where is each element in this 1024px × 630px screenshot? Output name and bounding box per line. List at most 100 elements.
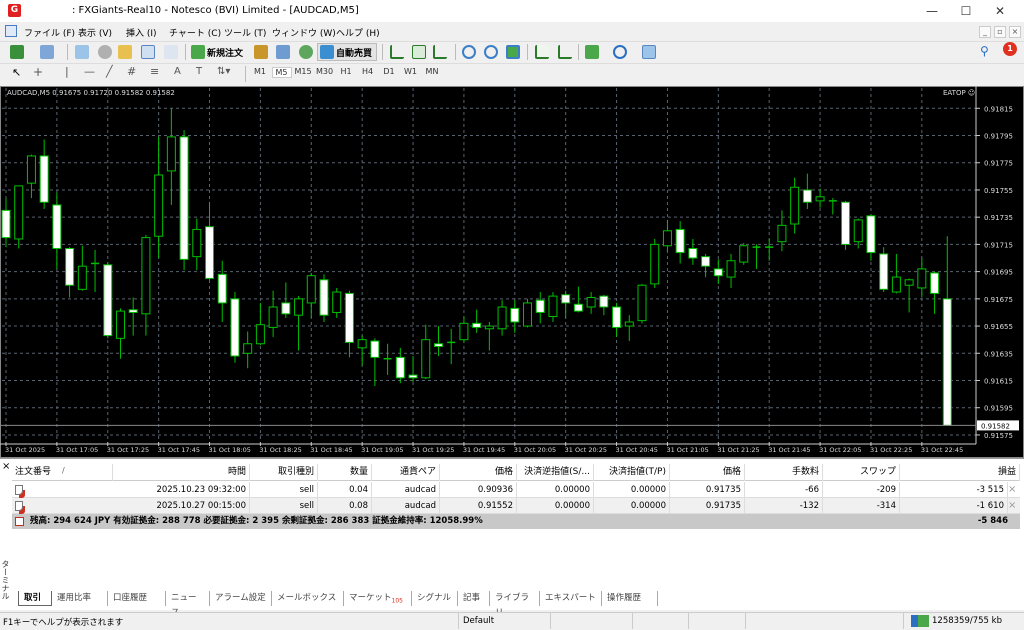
chart-shift-icon[interactable] bbox=[558, 45, 572, 59]
tab-label: アラーム設定 bbox=[215, 593, 266, 603]
terminal-tab[interactable]: 記事 bbox=[458, 591, 490, 606]
signals-icon[interactable] bbox=[299, 45, 313, 59]
text-label-icon[interactable]: T bbox=[196, 66, 203, 77]
profiles-icon[interactable] bbox=[40, 45, 54, 59]
column-header[interactable]: 取引種別 bbox=[250, 464, 318, 481]
equidistant-channel-icon[interactable]: # bbox=[127, 65, 137, 78]
trendline-icon[interactable]: ╱ bbox=[106, 65, 113, 78]
timeframe-m15[interactable]: M15 bbox=[294, 67, 312, 76]
column-header[interactable]: 手数料 bbox=[745, 464, 823, 481]
menu-chart[interactable]: チャート (C) bbox=[169, 29, 222, 39]
terminal-tab[interactable]: 操作履歴 bbox=[602, 591, 658, 606]
templates-icon[interactable] bbox=[642, 45, 656, 59]
terminal-tab[interactable]: シグナル bbox=[412, 591, 458, 606]
timeframe-m1[interactable]: M1 bbox=[254, 67, 266, 76]
maximize-button[interactable]: ☐ bbox=[960, 4, 972, 18]
timeframe-mn[interactable]: MN bbox=[425, 67, 439, 76]
column-header[interactable]: 時間 bbox=[113, 464, 250, 481]
horizontal-line-icon[interactable]: — bbox=[84, 65, 95, 78]
column-header[interactable]: 決済逆指値(S/... bbox=[517, 464, 594, 481]
terminal-tab[interactable]: ライブラリ bbox=[490, 591, 540, 618]
zoom-in-icon[interactable] bbox=[462, 45, 476, 59]
column-header[interactable]: 損益 bbox=[900, 464, 1020, 481]
terminal-tab[interactable]: エキスパート bbox=[540, 591, 602, 606]
timeframe-h4[interactable]: H4 bbox=[361, 67, 374, 76]
periods-icon[interactable] bbox=[613, 45, 627, 59]
cell-symbol: audcad bbox=[372, 482, 440, 498]
terminal-tab[interactable]: 取引 bbox=[18, 591, 52, 606]
terminal-tab[interactable]: メールボックス17 bbox=[272, 591, 344, 620]
menu-insert[interactable]: 挿入 (I) bbox=[126, 29, 157, 39]
candlestick-chart[interactable]: 0.91815 0.91795 0.91775 0.91755 0.91735 0.917… bbox=[0, 86, 1024, 458]
indicators-icon[interactable] bbox=[585, 45, 599, 59]
price-label: 0.91735 bbox=[984, 214, 1013, 222]
terminal-tab[interactable]: マーケット105 bbox=[344, 591, 412, 606]
timeframe-w1[interactable]: W1 bbox=[404, 67, 417, 76]
cursor-icon[interactable]: ↖ bbox=[12, 66, 22, 79]
timeframe-h1[interactable]: H1 bbox=[340, 67, 352, 76]
text-icon[interactable]: A bbox=[174, 66, 181, 77]
menu-window[interactable]: ウィンドウ (W) bbox=[272, 29, 336, 39]
mdi-minimize-button[interactable]: _ bbox=[979, 26, 991, 38]
zoom-out-icon[interactable] bbox=[484, 45, 498, 59]
tile-windows-icon[interactable] bbox=[506, 45, 520, 59]
terminal-tab[interactable]: ニュース bbox=[166, 591, 210, 618]
title-bar bbox=[0, 0, 1024, 22]
close-button[interactable]: ✕ bbox=[994, 4, 1006, 18]
column-header[interactable]: 数量 bbox=[318, 464, 372, 481]
menu-view[interactable]: 表示 (V) bbox=[78, 29, 113, 39]
ea-label: EATOP ☺ bbox=[943, 89, 976, 97]
terminal-tab[interactable]: 口座履歴 bbox=[108, 591, 166, 606]
terminal-close-icon[interactable]: × bbox=[2, 461, 11, 472]
column-header[interactable]: 価格 bbox=[670, 464, 745, 481]
timeframe-m5[interactable]: M5 bbox=[271, 67, 292, 78]
toolbar-separator bbox=[527, 44, 528, 60]
candlestick-chart-icon[interactable] bbox=[412, 45, 426, 59]
timeframe-m30[interactable]: M30 bbox=[315, 67, 334, 76]
terminal-tab[interactable]: 運用比率 bbox=[52, 591, 108, 606]
crosshair-icon[interactable]: + bbox=[33, 65, 44, 79]
column-header[interactable]: 価格 bbox=[440, 464, 517, 481]
time-label: 31 Oct 22:45 bbox=[921, 446, 963, 454]
menu-tools[interactable]: ツール (T) bbox=[224, 29, 267, 39]
line-chart-icon[interactable] bbox=[433, 45, 447, 59]
column-header[interactable]: スワップ bbox=[823, 464, 900, 481]
bar-chart-icon[interactable] bbox=[390, 45, 404, 59]
close-order-icon[interactable]: × bbox=[1008, 484, 1017, 495]
time-label: 31 Oct 18:25 bbox=[259, 446, 301, 454]
mdi-restore-button[interactable]: ▫ bbox=[994, 26, 1006, 38]
column-header[interactable]: 注文番号 bbox=[12, 464, 113, 481]
menu-file[interactable]: ファイル (F) bbox=[24, 29, 76, 39]
mdi-close-button[interactable]: × bbox=[1009, 26, 1021, 38]
new-chart-icon[interactable] bbox=[10, 45, 24, 59]
navigator-icon[interactable] bbox=[98, 45, 112, 59]
terminal-toggle-icon[interactable] bbox=[141, 45, 155, 59]
column-header[interactable]: 通貨ペア bbox=[372, 464, 440, 481]
notification-badge[interactable]: 1 bbox=[1003, 42, 1017, 56]
strategy-tester-icon[interactable] bbox=[164, 45, 178, 59]
terminal-tab[interactable]: アラーム設定 bbox=[210, 591, 272, 606]
new-order-button[interactable]: 新規注文 bbox=[207, 49, 244, 59]
close-order-icon[interactable]: × bbox=[1008, 500, 1017, 511]
column-header[interactable]: 決済指値(T/P) bbox=[594, 464, 670, 481]
candle-bear bbox=[344, 292, 354, 343]
candle-bear bbox=[433, 343, 443, 347]
fibonacci-icon[interactable]: ≡ bbox=[150, 65, 160, 78]
auto-scroll-icon[interactable] bbox=[535, 45, 549, 59]
timeframe-d1[interactable]: D1 bbox=[383, 67, 395, 76]
minimize-button[interactable]: — bbox=[926, 4, 938, 18]
cell-size: 0.08 bbox=[318, 498, 372, 514]
cell-current: 0.91735 bbox=[670, 482, 745, 498]
candle-bear bbox=[370, 340, 380, 358]
candle-bear bbox=[217, 273, 227, 304]
vertical-line-icon[interactable]: | bbox=[65, 65, 69, 78]
data-window-icon[interactable] bbox=[118, 45, 132, 59]
options-icon[interactable] bbox=[276, 45, 290, 59]
candle-bear bbox=[103, 264, 113, 337]
market-watch-icon[interactable] bbox=[75, 45, 89, 59]
metaeditor-icon[interactable] bbox=[254, 45, 268, 59]
arrows-icon[interactable]: ⇅▾ bbox=[217, 66, 231, 77]
menu-help[interactable]: ヘルプ (H) bbox=[336, 29, 380, 39]
search-icon[interactable]: ⚲ bbox=[980, 44, 989, 58]
candle-bull bbox=[26, 155, 36, 184]
